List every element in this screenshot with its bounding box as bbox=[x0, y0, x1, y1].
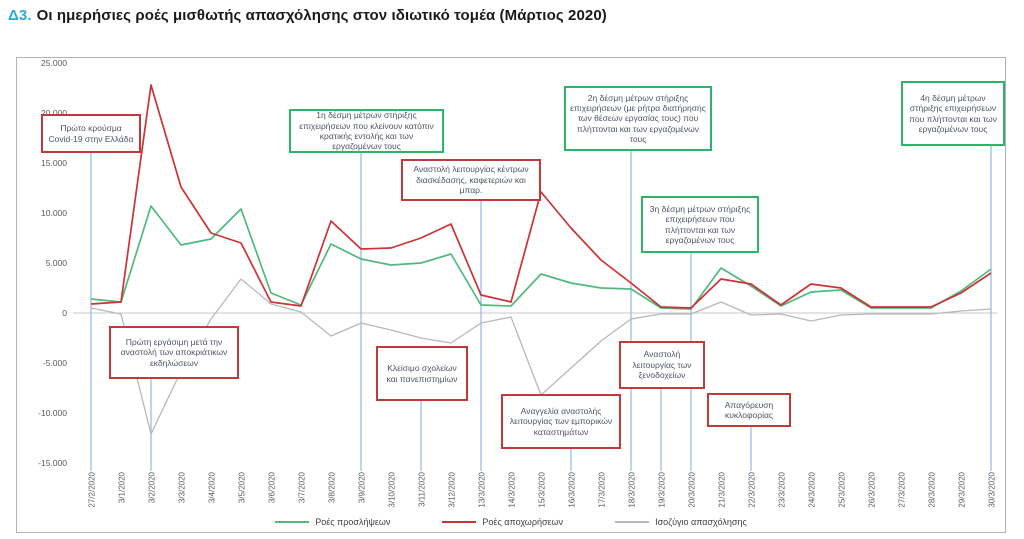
x-axis-date-label: 25/3/2020 bbox=[838, 471, 847, 507]
annotation-support-package-3: 3η δέσμη μέτρων στήριξης επιχειρήσεων πο… bbox=[641, 196, 759, 253]
x-axis-date-label: 18/3/2020 bbox=[628, 471, 637, 507]
legend-item-hirings: Ροές προσλήψεων bbox=[275, 517, 390, 527]
annotation-retail-suspension-announcement: Αναγγελία αναστολής λειτουργίας των εμπο… bbox=[501, 394, 621, 449]
x-axis-date-label: 3/12/2020 bbox=[448, 471, 457, 507]
x-axis-date-label: 3/5/2020 bbox=[238, 471, 247, 503]
chart-title: Δ3. Οι ημερήσιες ροές μισθωτής απασχόληση… bbox=[8, 7, 607, 24]
legend-label: Ισοζύγιο απασχόλησης bbox=[655, 517, 747, 527]
y-axis-tick-label: 15.000 bbox=[41, 158, 67, 168]
chart-frame: 25.000 20.000 15.000 10.000 5.000 0 -5.000 -10.… bbox=[16, 57, 1006, 533]
x-axis-date-label: 28/3/2020 bbox=[928, 471, 937, 507]
x-axis-date-label: 3/3/2020 bbox=[178, 471, 187, 503]
legend-label: Ροές προσλήψεων bbox=[315, 517, 391, 527]
x-axis-date-label: 23/3/2020 bbox=[778, 471, 787, 507]
x-axis-date-label: 3/2/2020 bbox=[148, 471, 157, 503]
x-axis-date-label: 21/3/2020 bbox=[718, 471, 727, 507]
series-line-hirings bbox=[90, 205, 992, 310]
x-axis-date-label: 3/11/2020 bbox=[418, 471, 427, 507]
x-axis-date-label: 30/3/2020 bbox=[988, 471, 997, 507]
legend-item-balance: Ισοζύγιο απασχόλησης bbox=[615, 517, 747, 527]
annotation-hotels-suspension: Αναστολή λειτουργίας των ξενοδοχείων bbox=[619, 341, 705, 389]
x-axis-date-label: 26/3/2020 bbox=[868, 471, 877, 507]
x-axis-date-label: 3/6/2020 bbox=[268, 471, 277, 503]
x-axis-date-label: 3/1/2020 bbox=[118, 471, 127, 503]
y-axis-tick-label: 10.000 bbox=[41, 208, 67, 218]
legend-item-separations: Ροές αποχωρήσεων bbox=[442, 517, 563, 527]
chart-legend: Ροές προσλήψεων Ροές αποχωρήσεων Ισοζύγιο … bbox=[17, 517, 1005, 527]
x-axis-date-label: 3/4/2020 bbox=[208, 471, 217, 503]
x-axis-date-label: 13/3/2020 bbox=[478, 471, 487, 507]
y-axis-tick-label: 0 bbox=[62, 308, 67, 318]
annotation-layer: Πρώτο κρούσμα Covid-19 στην Ελλάδα Πρώτη … bbox=[17, 58, 1005, 532]
line-chart: 25.000 20.000 15.000 10.000 5.000 0 -5.000 -10.… bbox=[38, 58, 997, 508]
legend-line-swatch bbox=[615, 521, 650, 523]
x-axis-date-label: 3/7/2020 bbox=[298, 471, 307, 503]
x-axis-date-label: 24/3/2020 bbox=[808, 471, 817, 507]
title-text: Οι ημερήσιες ροές μισθωτής απασχόλησης σ… bbox=[36, 7, 607, 24]
y-axis-tick-label: 5.000 bbox=[46, 258, 68, 268]
annotation-support-package-4: 4η δέσμη μέτρων στήριξης επιχειρήσεων πο… bbox=[901, 81, 1005, 146]
legend-line-swatch bbox=[442, 521, 477, 523]
y-axis-tick-label: -15.000 bbox=[38, 458, 67, 468]
annotation-first-workday-after-carnival-suspension: Πρώτη εργάσιμη μετά την αναστολή των απο… bbox=[109, 326, 239, 379]
x-axis-date-label: 3/9/2020 bbox=[358, 471, 367, 503]
x-axis-date-label: 3/8/2020 bbox=[328, 471, 337, 503]
x-axis-date-label: 17/3/2020 bbox=[598, 471, 607, 507]
annotation-schools-closure: Κλείσιμο σχολείων και πανεπιστημίων bbox=[376, 346, 468, 401]
y-axis-tick-label: -10.000 bbox=[38, 408, 67, 418]
x-axis-date-label: 29/3/2020 bbox=[958, 471, 967, 507]
legend-line-swatch bbox=[275, 521, 310, 523]
x-axis-date-label: 27/2/2020 bbox=[88, 471, 97, 507]
annotation-support-package-1: 1η δέσμη μέτρων στήριξης επιχειρήσεων πο… bbox=[289, 109, 444, 153]
x-axis-date-label: 15/3/2020 bbox=[538, 471, 547, 507]
y-axis-tick-label: -5.000 bbox=[43, 358, 67, 368]
series-line-separations bbox=[90, 84, 992, 309]
legend-label: Ροές αποχωρήσεων bbox=[482, 517, 564, 527]
x-axis-date-label: 20/3/2020 bbox=[688, 471, 697, 507]
x-axis-date-label: 3/10/2020 bbox=[388, 471, 397, 507]
annotation-bars-cafes-suspension: Αναστολή λειτουργίας κέντρων διασκέδασης… bbox=[401, 159, 541, 201]
y-axis-tick-label: 25.000 bbox=[41, 58, 67, 68]
annotation-support-package-2: 2η δέσμη μέτρων στήριξης επιχειρήσεων (μ… bbox=[564, 86, 712, 151]
x-axis-date-label: 22/3/2020 bbox=[748, 471, 757, 507]
x-axis-date-label: 16/3/2020 bbox=[568, 471, 577, 507]
x-axis-date-label: 19/3/2020 bbox=[658, 471, 667, 507]
x-axis-date-label: 14/3/2020 bbox=[508, 471, 517, 507]
title-prefix: Δ3. bbox=[8, 7, 32, 24]
y-axis-tick-label: 20.000 bbox=[41, 108, 67, 118]
annotation-first-covid-case: Πρώτο κρούσμα Covid-19 στην Ελλάδα bbox=[41, 114, 141, 153]
x-axis-date-label: 27/3/2020 bbox=[898, 471, 907, 507]
annotation-curfew: Απαγόρευση κυκλοφορίας bbox=[707, 393, 791, 427]
